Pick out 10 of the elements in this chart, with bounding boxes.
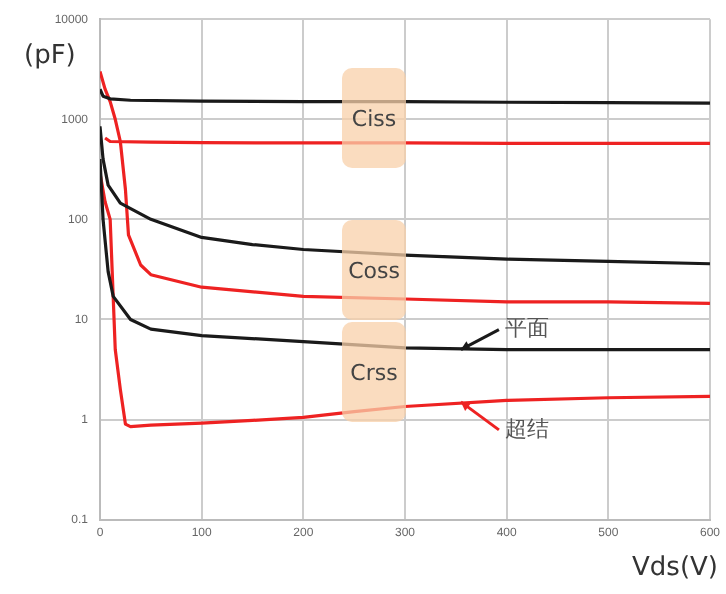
annotation: 平面	[504, 315, 549, 342]
annotation: 超结	[504, 415, 549, 442]
label-box: Crss	[342, 322, 406, 422]
label-box: Ciss	[342, 68, 406, 168]
annotation: Crss	[350, 359, 398, 385]
annotation: Ciss	[351, 105, 397, 131]
label-box: Coss	[342, 220, 406, 320]
x-axis-title: Vds(V)	[632, 552, 718, 583]
annotation: Coss	[348, 257, 400, 283]
y-axis-title: (pF)	[24, 40, 76, 71]
